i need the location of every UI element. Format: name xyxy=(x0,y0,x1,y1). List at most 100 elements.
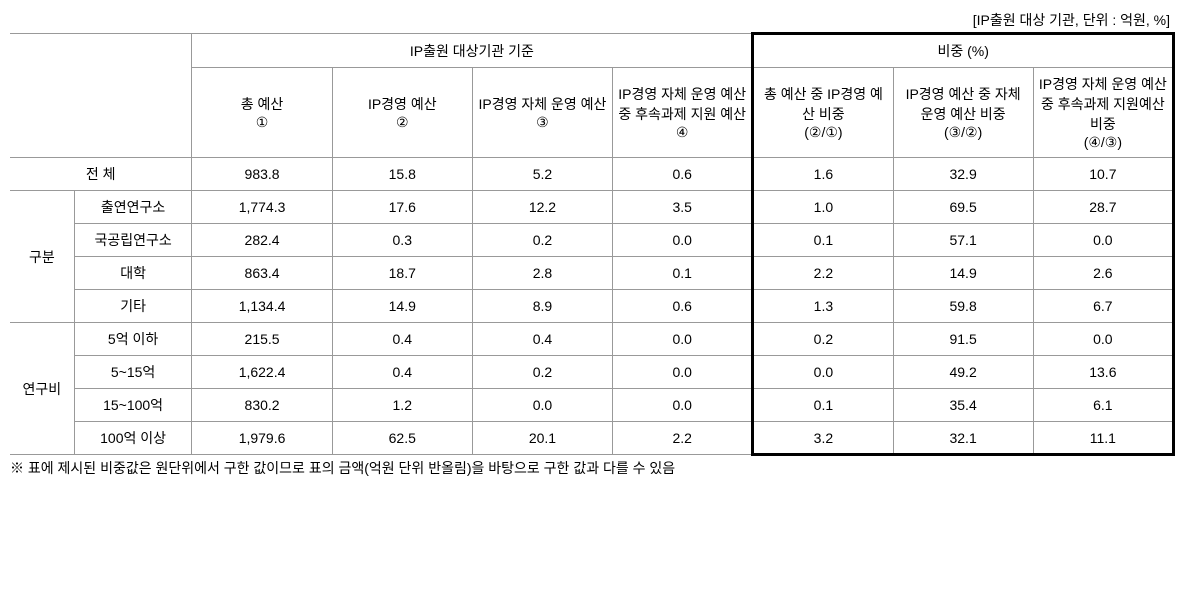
cell: 0.0 xyxy=(1033,224,1173,257)
cell: 2.6 xyxy=(1033,257,1173,290)
cell: 1,622.4 xyxy=(192,356,332,389)
cell: 1.0 xyxy=(753,191,893,224)
cell: 983.8 xyxy=(192,158,332,191)
cell: 20.1 xyxy=(472,422,612,455)
header-col-3: IP경영 자체 운영 예산 ③ xyxy=(472,68,612,158)
cell: 2.2 xyxy=(753,257,893,290)
cell: 0.4 xyxy=(472,323,612,356)
row-label: 100억 이상 xyxy=(74,422,192,455)
header-col-7-text: IP경영 자체 운영 예산 중 후속과제 지원예산 비중 (④/③) xyxy=(1039,76,1167,150)
cell: 12.2 xyxy=(472,191,612,224)
row-cat2-1: 연구비 5억 이하 215.5 0.4 0.4 0.0 0.2 91.5 0.0 xyxy=(10,323,1174,356)
cat2-label: 연구비 xyxy=(10,323,74,455)
unit-label: [IP출원 대상 기관, 단위 : 억원, %] xyxy=(10,10,1175,30)
header-blank xyxy=(10,34,192,158)
cell: 830.2 xyxy=(192,389,332,422)
cell: 1,774.3 xyxy=(192,191,332,224)
row-cat1-3: 대학 863.4 18.7 2.8 0.1 2.2 14.9 2.6 xyxy=(10,257,1174,290)
row-cat1-1: 구분 출연연구소 1,774.3 17.6 12.2 3.5 1.0 69.5 … xyxy=(10,191,1174,224)
header-col-6: IP경영 예산 중 자체 운영 예산 비중 (③/②) xyxy=(893,68,1033,158)
cell: 8.9 xyxy=(472,290,612,323)
cell: 0.1 xyxy=(613,257,753,290)
cell: 0.1 xyxy=(753,224,893,257)
footnote: ※ 표에 제시된 비중값은 원단위에서 구한 값이므로 표의 금액(억원 단위 … xyxy=(10,458,1175,478)
cell: 32.1 xyxy=(893,422,1033,455)
header-col-1-text: 총 예산 ① xyxy=(241,96,284,130)
header-group1: IP출원 대상기관 기준 xyxy=(192,34,753,68)
cell: 0.0 xyxy=(613,323,753,356)
row-label: 5억 이하 xyxy=(74,323,192,356)
cell: 0.0 xyxy=(613,356,753,389)
cell: 0.2 xyxy=(472,356,612,389)
cell: 2.8 xyxy=(472,257,612,290)
cell: 0.0 xyxy=(1033,323,1173,356)
header-col-5-text: 총 예산 중 IP경영 예산 비중 (②/①) xyxy=(764,86,883,140)
row-cat2-4: 100억 이상 1,979.6 62.5 20.1 2.2 3.2 32.1 1… xyxy=(10,422,1174,455)
header-col-1: 총 예산 ① xyxy=(192,68,332,158)
row-total-label: 전 체 xyxy=(10,158,192,191)
header-col-4-text: IP경영 자체 운영 예산 중 후속과제 지원 예산 ④ xyxy=(618,86,746,140)
cell: 0.4 xyxy=(332,323,472,356)
cell: 0.6 xyxy=(613,290,753,323)
cell: 1,134.4 xyxy=(192,290,332,323)
header-col-5: 총 예산 중 IP경영 예산 비중 (②/①) xyxy=(753,68,893,158)
cell: 35.4 xyxy=(893,389,1033,422)
row-cat1-2: 국공립연구소 282.4 0.3 0.2 0.0 0.1 57.1 0.0 xyxy=(10,224,1174,257)
cell: 0.2 xyxy=(472,224,612,257)
row-label: 출연연구소 xyxy=(74,191,192,224)
row-label: 국공립연구소 xyxy=(74,224,192,257)
cell: 0.2 xyxy=(753,323,893,356)
header-col-6-text: IP경영 예산 중 자체 운영 예산 비중 (③/②) xyxy=(906,86,1021,140)
row-label: 대학 xyxy=(74,257,192,290)
cell: 17.6 xyxy=(332,191,472,224)
cell: 14.9 xyxy=(332,290,472,323)
header-col-2: IP경영 예산 ② xyxy=(332,68,472,158)
cell: 5.2 xyxy=(472,158,612,191)
cell: 0.0 xyxy=(753,356,893,389)
cell: 3.5 xyxy=(613,191,753,224)
row-cat2-2: 5~15억 1,622.4 0.4 0.2 0.0 0.0 49.2 13.6 xyxy=(10,356,1174,389)
cell: 32.9 xyxy=(893,158,1033,191)
cell: 1.2 xyxy=(332,389,472,422)
cell: 10.7 xyxy=(1033,158,1173,191)
cell: 59.8 xyxy=(893,290,1033,323)
header-col-7: IP경영 자체 운영 예산 중 후속과제 지원예산 비중 (④/③) xyxy=(1033,68,1173,158)
cell: 91.5 xyxy=(893,323,1033,356)
row-label: 기타 xyxy=(74,290,192,323)
cell: 3.2 xyxy=(753,422,893,455)
main-table: IP출원 대상기관 기준 비중 (%) 총 예산 ① IP경영 예산 ② IP경… xyxy=(10,32,1175,456)
cell: 0.1 xyxy=(753,389,893,422)
cell: 0.4 xyxy=(332,356,472,389)
cell: 13.6 xyxy=(1033,356,1173,389)
cell: 0.0 xyxy=(613,224,753,257)
cell: 62.5 xyxy=(332,422,472,455)
cell: 15.8 xyxy=(332,158,472,191)
cell: 0.0 xyxy=(613,389,753,422)
cell: 1.6 xyxy=(753,158,893,191)
row-label: 15~100억 xyxy=(74,389,192,422)
row-cat2-3: 15~100억 830.2 1.2 0.0 0.0 0.1 35.4 6.1 xyxy=(10,389,1174,422)
cell: 2.2 xyxy=(613,422,753,455)
cell: 6.7 xyxy=(1033,290,1173,323)
cell: 282.4 xyxy=(192,224,332,257)
cell: 0.6 xyxy=(613,158,753,191)
row-total: 전 체 983.8 15.8 5.2 0.6 1.6 32.9 10.7 xyxy=(10,158,1174,191)
cell: 6.1 xyxy=(1033,389,1173,422)
cell: 57.1 xyxy=(893,224,1033,257)
cell: 215.5 xyxy=(192,323,332,356)
cell: 11.1 xyxy=(1033,422,1173,455)
cell: 0.0 xyxy=(472,389,612,422)
cell: 69.5 xyxy=(893,191,1033,224)
cell: 14.9 xyxy=(893,257,1033,290)
cell: 1,979.6 xyxy=(192,422,332,455)
cell: 28.7 xyxy=(1033,191,1173,224)
header-col-4: IP경영 자체 운영 예산 중 후속과제 지원 예산 ④ xyxy=(613,68,753,158)
cell: 0.3 xyxy=(332,224,472,257)
cat1-label: 구분 xyxy=(10,191,74,323)
cell: 863.4 xyxy=(192,257,332,290)
row-cat1-4: 기타 1,134.4 14.9 8.9 0.6 1.3 59.8 6.7 xyxy=(10,290,1174,323)
cell: 49.2 xyxy=(893,356,1033,389)
header-col-2-text: IP경영 예산 ② xyxy=(368,96,437,130)
header-col-3-text: IP경영 자체 운영 예산 ③ xyxy=(478,96,606,130)
cell: 1.3 xyxy=(753,290,893,323)
